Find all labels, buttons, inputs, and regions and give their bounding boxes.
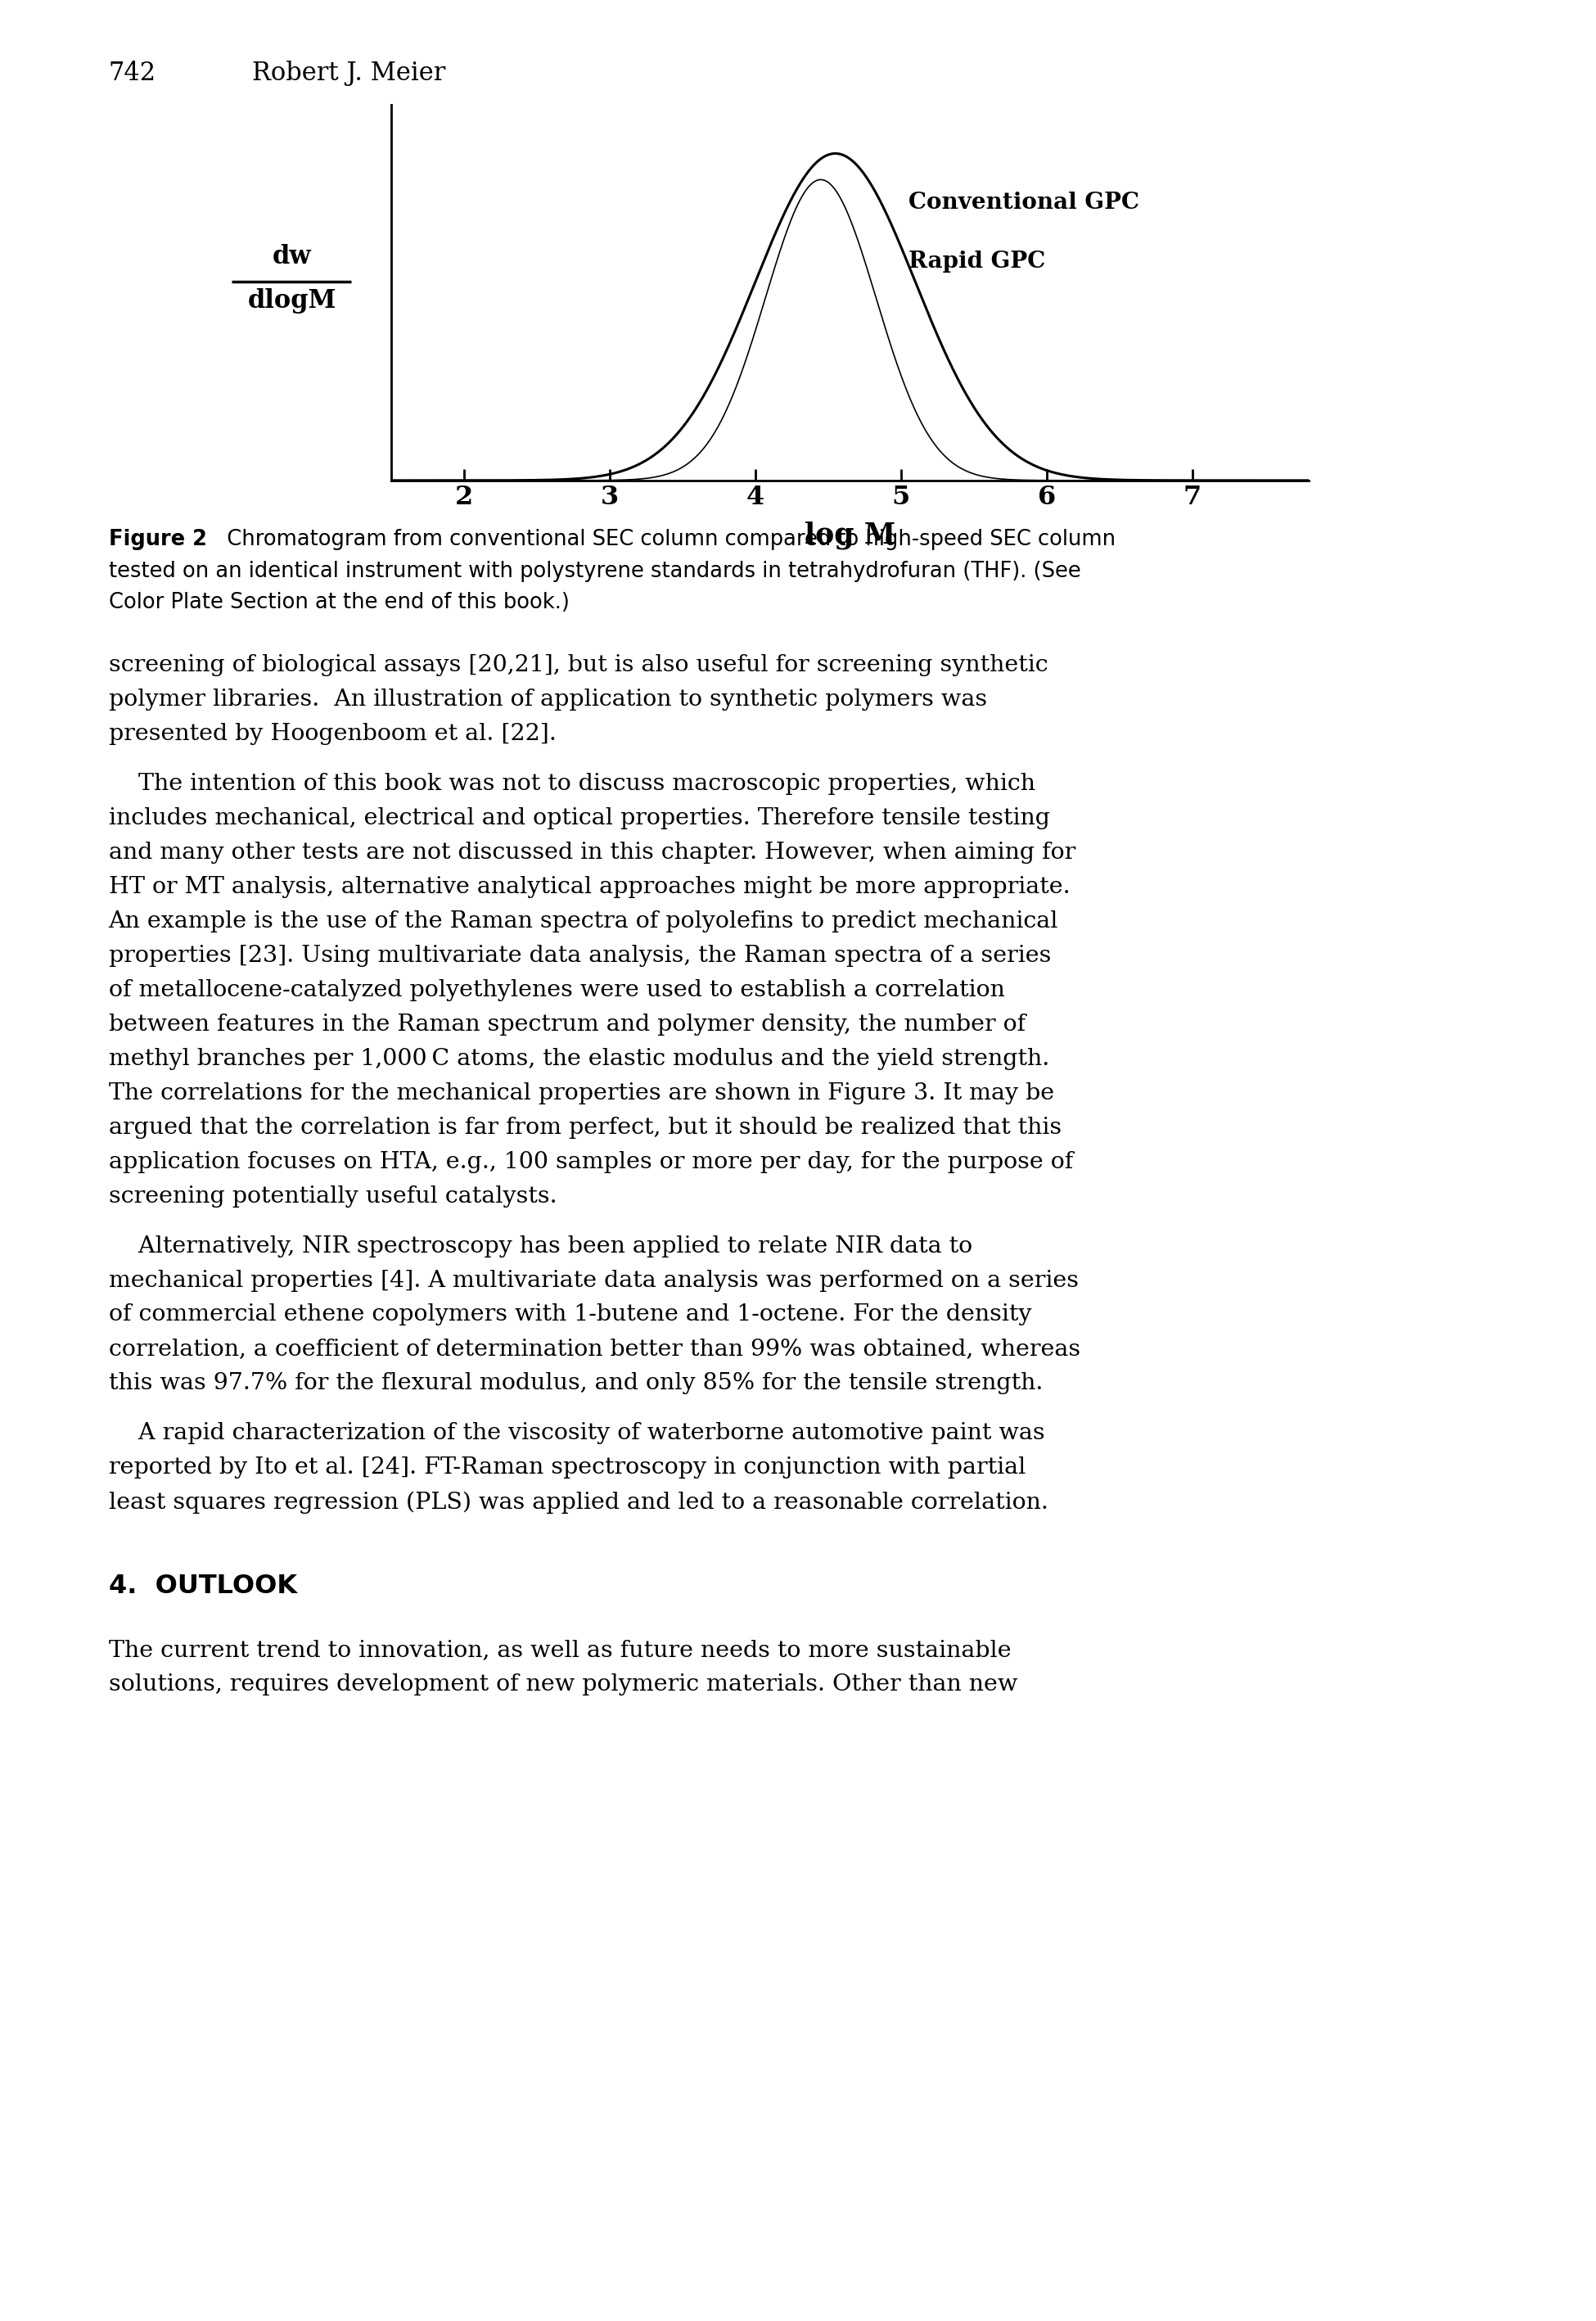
Text: of metallocene-catalyzed polyethylenes were used to establish a correlation: of metallocene-catalyzed polyethylenes w… <box>109 979 1004 1000</box>
Text: screening of biological assays [20,21], but is also useful for screening synthet: screening of biological assays [20,21], … <box>109 655 1049 678</box>
Text: Alternatively, NIR spectroscopy has been applied to relate NIR data to: Alternatively, NIR spectroscopy has been… <box>109 1235 972 1258</box>
Text: properties [23]. Using multivariate data analysis, the Raman spectra of a series: properties [23]. Using multivariate data… <box>109 945 1050 968</box>
Text: 742: 742 <box>109 60 156 86</box>
Text: Color Plate Section at the end of this book.): Color Plate Section at the end of this b… <box>109 592 570 613</box>
Text: and many other tests are not discussed in this chapter. However, when aiming for: and many other tests are not discussed i… <box>109 843 1076 863</box>
Text: argued that the correlation is far from perfect, but it should be realized that : argued that the correlation is far from … <box>109 1116 1061 1140</box>
Text: screening potentially useful catalysts.: screening potentially useful catalysts. <box>109 1186 557 1207</box>
Text: Conventional GPC: Conventional GPC <box>908 190 1140 214</box>
Text: application focuses on HTA, e.g., 100 samples or more per day, for the purpose o: application focuses on HTA, e.g., 100 sa… <box>109 1151 1073 1172</box>
Text: Rapid GPC: Rapid GPC <box>908 251 1045 272</box>
Text: correlation, a coefficient of determination better than 99% was obtained, wherea: correlation, a coefficient of determinat… <box>109 1339 1080 1360</box>
Text: dw: dw <box>273 244 311 269</box>
Text: mechanical properties [4]. A multivariate data analysis was performed on a serie: mechanical properties [4]. A multivariat… <box>109 1270 1079 1290</box>
Text: Figure 2: Figure 2 <box>109 529 207 550</box>
Text: dlogM: dlogM <box>247 288 337 313</box>
Text: tested on an identical instrument with polystyrene standards in tetrahydrofuran : tested on an identical instrument with p… <box>109 559 1080 583</box>
Text: polymer libraries.  An illustration of application to synthetic polymers was: polymer libraries. An illustration of ap… <box>109 689 986 710</box>
Text: HT or MT analysis, alternative analytical approaches might be more appropriate.: HT or MT analysis, alternative analytica… <box>109 875 1069 898</box>
Text: A rapid characterization of the viscosity of waterborne automotive paint was: A rapid characterization of the viscosit… <box>109 1423 1044 1444</box>
Text: The correlations for the mechanical properties are shown in Figure 3. It may be: The correlations for the mechanical prop… <box>109 1082 1053 1105</box>
Text: The intention of this book was not to discuss macroscopic properties, which: The intention of this book was not to di… <box>109 773 1036 796</box>
Text: Chromatogram from conventional SEC column compared to high-speed SEC column: Chromatogram from conventional SEC colum… <box>214 529 1116 550</box>
Text: Robert J. Meier: Robert J. Meier <box>252 60 445 86</box>
Text: least squares regression (PLS) was applied and led to a reasonable correlation.: least squares regression (PLS) was appli… <box>109 1490 1049 1513</box>
Text: between features in the Raman spectrum and polymer density, the number of: between features in the Raman spectrum a… <box>109 1014 1025 1035</box>
Text: this was 97.7% for the flexural modulus, and only 85% for the tensile strength.: this was 97.7% for the flexural modulus,… <box>109 1372 1042 1395</box>
Text: An example is the use of the Raman spectra of polyolefins to predict mechanical: An example is the use of the Raman spect… <box>109 910 1058 933</box>
Text: methyl branches per 1,000 C atoms, the elastic modulus and the yield strength.: methyl branches per 1,000 C atoms, the e… <box>109 1047 1049 1070</box>
Text: 4.  OUTLOOK: 4. OUTLOOK <box>109 1574 297 1599</box>
X-axis label: log M: log M <box>804 522 895 550</box>
Text: solutions, requires development of new polymeric materials. Other than new: solutions, requires development of new p… <box>109 1673 1017 1694</box>
Text: The current trend to innovation, as well as future needs to more sustainable: The current trend to innovation, as well… <box>109 1639 1010 1662</box>
Text: presented by Hoogenboom et al. [22].: presented by Hoogenboom et al. [22]. <box>109 724 555 745</box>
Text: of commercial ethene copolymers with 1-butene and 1-octene. For the density: of commercial ethene copolymers with 1-b… <box>109 1304 1031 1325</box>
Text: reported by Ito et al. [24]. FT-Raman spectroscopy in conjunction with partial: reported by Ito et al. [24]. FT-Raman sp… <box>109 1458 1026 1478</box>
Text: includes mechanical, electrical and optical properties. Therefore tensile testin: includes mechanical, electrical and opti… <box>109 808 1050 829</box>
